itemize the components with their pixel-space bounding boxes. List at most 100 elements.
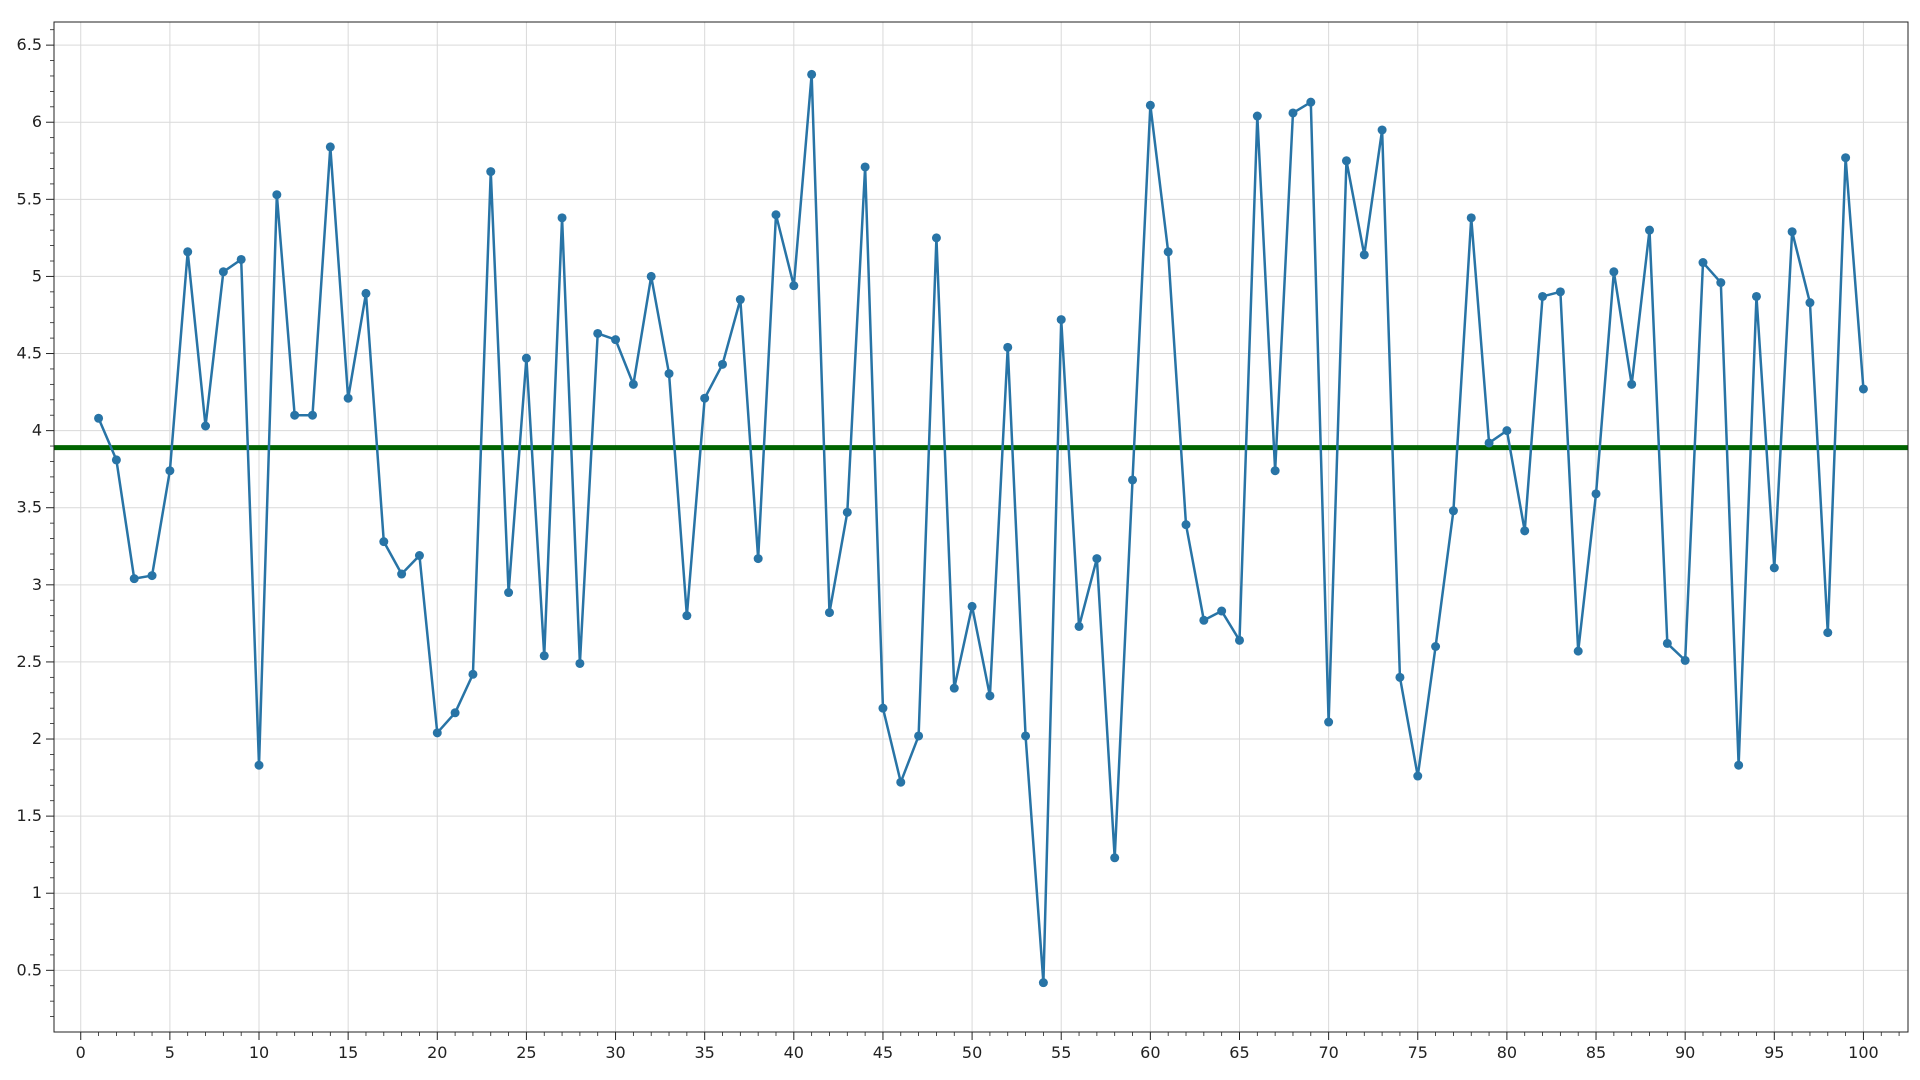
data-point — [1841, 153, 1851, 163]
y-tick-label: 4 — [32, 421, 42, 440]
data-point — [1734, 760, 1744, 770]
data-point — [1021, 731, 1031, 741]
data-point — [1662, 638, 1672, 648]
x-tick-label: 45 — [873, 1043, 893, 1062]
data-point — [1056, 315, 1066, 325]
y-tick-label: 3.5 — [17, 498, 42, 517]
data-point — [985, 691, 995, 701]
x-tick-label: 90 — [1675, 1043, 1695, 1062]
data-point — [700, 393, 710, 403]
data-point — [878, 703, 888, 713]
data-point — [611, 335, 621, 345]
data-point — [504, 588, 514, 598]
data-point — [1288, 108, 1298, 118]
data-point — [1234, 635, 1244, 645]
series-layer — [94, 69, 1868, 988]
x-tick-label: 75 — [1408, 1043, 1428, 1062]
x-tick-label: 30 — [605, 1043, 625, 1062]
data-point — [735, 295, 745, 305]
data-point — [1680, 655, 1690, 665]
data-point — [1805, 298, 1815, 308]
data-point — [1858, 384, 1868, 394]
data-point — [807, 69, 817, 79]
data-point — [147, 571, 157, 581]
y-tick-label: 0.5 — [17, 960, 42, 979]
data-point — [789, 281, 799, 291]
data-point — [1181, 520, 1191, 530]
data-point — [432, 728, 442, 738]
x-tick-label: 50 — [962, 1043, 982, 1062]
data-point — [1609, 267, 1619, 277]
x-tick-label: 40 — [784, 1043, 804, 1062]
x-tick-label: 20 — [427, 1043, 447, 1062]
y-tick-label: 3 — [32, 575, 42, 594]
data-point — [1484, 438, 1494, 448]
data-point — [1217, 606, 1227, 616]
data-point — [718, 359, 728, 369]
data-point — [1520, 526, 1530, 536]
data-point — [1003, 342, 1013, 352]
data-point — [1413, 771, 1423, 781]
data-point — [1573, 646, 1583, 656]
y-tick-label: 1 — [32, 883, 42, 902]
data-point — [1395, 672, 1405, 682]
grid-layer — [54, 22, 1908, 1032]
data-point — [397, 569, 407, 579]
data-point — [1466, 213, 1476, 223]
data-point — [824, 608, 834, 618]
data-point — [539, 651, 549, 661]
x-tick-label: 60 — [1140, 1043, 1160, 1062]
data-point — [361, 288, 371, 298]
y-tick-label: 1.5 — [17, 806, 42, 825]
data-point — [1751, 291, 1761, 301]
data-point — [1538, 291, 1548, 301]
data-point — [1092, 554, 1102, 564]
data-point — [183, 247, 193, 257]
data-point — [1502, 426, 1512, 436]
data-point — [272, 190, 282, 200]
data-point — [1627, 379, 1637, 389]
y-tick-label: 2.5 — [17, 652, 42, 671]
data-point — [129, 574, 139, 584]
data-point — [664, 369, 674, 379]
data-point — [1716, 278, 1726, 288]
data-point — [1787, 227, 1797, 237]
x-tick-label: 80 — [1497, 1043, 1517, 1062]
y-tick-label: 5 — [32, 266, 42, 285]
data-point — [860, 162, 870, 172]
data-point — [254, 760, 264, 770]
data-point — [628, 379, 638, 389]
data-point — [949, 683, 959, 693]
data-point — [290, 410, 300, 420]
data-point — [1823, 628, 1833, 638]
data-point — [307, 410, 317, 420]
y-tick-label: 6.5 — [17, 35, 42, 54]
data-point — [325, 142, 335, 152]
x-tick-label: 10 — [249, 1043, 269, 1062]
data-point — [842, 507, 852, 517]
x-tick-label: 70 — [1318, 1043, 1338, 1062]
data-point — [111, 455, 121, 465]
data-point — [236, 254, 246, 264]
data-point — [1199, 615, 1209, 625]
data-point — [1555, 287, 1565, 297]
data-point — [575, 658, 585, 668]
x-tick-label: 0 — [76, 1043, 86, 1062]
data-point — [967, 601, 977, 611]
data-point — [1431, 642, 1441, 652]
data-point — [94, 413, 104, 423]
data-point — [557, 213, 567, 223]
data-point — [931, 233, 941, 243]
series-line — [97, 73, 1865, 984]
data-point — [1145, 100, 1155, 110]
y-tick-label: 2 — [32, 729, 42, 748]
plot-frame — [53, 21, 1909, 1033]
x-tick-label: 65 — [1229, 1043, 1249, 1062]
data-point — [682, 611, 692, 621]
data-point — [1341, 156, 1351, 166]
data-point — [646, 271, 656, 281]
data-point — [379, 537, 389, 547]
y-tick-label: 5.5 — [17, 189, 42, 208]
